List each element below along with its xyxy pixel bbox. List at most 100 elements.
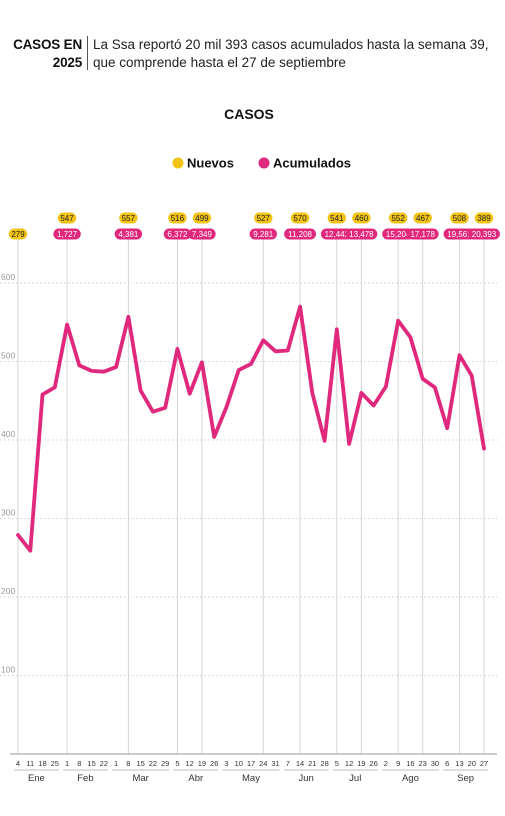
nuevos-label-23: 570 xyxy=(293,214,307,223)
xtick-label-20: 24 xyxy=(259,759,267,768)
data-point-38 xyxy=(482,447,486,451)
xtick-label-33: 23 xyxy=(419,759,427,768)
data-point-0 xyxy=(16,533,20,537)
xtick-label-31: 9 xyxy=(396,759,400,768)
data-point-27 xyxy=(347,442,351,446)
nuevos-pill-20 xyxy=(254,212,273,224)
xtick-label-15: 19 xyxy=(198,759,206,768)
data-point-5 xyxy=(77,364,81,367)
xtick-label-11: 22 xyxy=(149,759,157,768)
acumulados-label-4: 1,727 xyxy=(57,230,78,239)
acumulados-pill-9 xyxy=(114,228,143,240)
data-point-26 xyxy=(335,327,339,331)
data-point-4 xyxy=(65,323,69,327)
nuevos-pill-0 xyxy=(8,228,28,240)
acumulados-label-13: 6,372 xyxy=(167,230,188,239)
xtick-label-34: 30 xyxy=(431,759,439,768)
nuevos-pill-31 xyxy=(388,212,408,224)
data-point-11 xyxy=(151,410,155,414)
data-point-8 xyxy=(114,365,118,369)
data-point-9 xyxy=(126,315,130,319)
nuevos-pill-33 xyxy=(413,212,432,224)
month-label-abr: Abr xyxy=(188,773,203,784)
month-label-jul: Jul xyxy=(349,773,361,784)
data-point-33 xyxy=(421,377,425,381)
xtick-label-16: 26 xyxy=(210,759,218,768)
nuevos-pill-15 xyxy=(192,212,212,224)
nuevos-label-33: 467 xyxy=(416,214,430,223)
acumulados-pill-31 xyxy=(382,228,415,240)
ytick-label-500: 500 xyxy=(1,351,15,361)
xtick-label-22: 7 xyxy=(286,759,290,768)
xtick-label-4: 1 xyxy=(65,759,69,768)
ytick-label-600: 600 xyxy=(1,272,15,282)
data-point-32 xyxy=(409,335,412,339)
ytick-label-400: 400 xyxy=(1,429,15,439)
xtick-label-2: 18 xyxy=(38,759,46,768)
nuevos-pill-4 xyxy=(57,212,77,224)
nuevos-label-36: 508 xyxy=(453,214,467,223)
month-label-jun: Jun xyxy=(299,773,314,784)
xtick-label-5: 8 xyxy=(77,759,81,768)
nuevos-label-9: 557 xyxy=(122,214,136,223)
ytick-label-300: 300 xyxy=(1,508,15,518)
xtick-label-27: 12 xyxy=(345,759,353,768)
data-point-34 xyxy=(433,386,437,389)
xtick-label-37: 20 xyxy=(468,759,476,768)
header-label-line2: 2025 xyxy=(52,55,82,70)
header: CASOS EN 2025 La Ssa reportó 20 mil 393 … xyxy=(0,30,505,74)
acumulados-pill-36 xyxy=(443,228,476,240)
nuevos-pill-36 xyxy=(450,212,469,224)
acumulados-pill-33 xyxy=(406,228,439,240)
data-point-17 xyxy=(225,405,228,409)
data-point-23 xyxy=(298,305,302,308)
acumulados-label-28: 13,478 xyxy=(349,230,374,239)
acumulados-pill-38 xyxy=(468,228,500,240)
xtick-label-36: 13 xyxy=(455,759,463,768)
xtick-label-10: 15 xyxy=(136,759,144,768)
nuevos-pill-23 xyxy=(290,212,310,224)
ytick-label-100: 100 xyxy=(1,665,15,675)
data-point-19 xyxy=(249,362,253,366)
nuevos-label-0: 279 xyxy=(11,230,25,239)
data-point-12 xyxy=(163,406,167,410)
xtick-label-38: 27 xyxy=(480,759,488,768)
data-point-18 xyxy=(237,368,241,372)
month-label-sep: Sep xyxy=(457,773,474,784)
data-point-7 xyxy=(102,370,106,374)
data-point-14 xyxy=(188,392,192,396)
acumulados-label-26: 12,442 xyxy=(325,230,350,239)
nuevos-label-4: 547 xyxy=(60,214,74,223)
ytick-label-200: 200 xyxy=(1,586,15,596)
xtick-label-7: 22 xyxy=(100,759,108,768)
nuevos-label-20: 527 xyxy=(257,214,271,223)
xtick-label-19: 17 xyxy=(247,759,255,768)
xtick-label-21: 31 xyxy=(271,759,279,768)
annotation-stems xyxy=(17,238,485,754)
xtick-label-1: 11 xyxy=(26,759,34,768)
series-layer xyxy=(16,304,486,553)
header-divider xyxy=(87,36,88,70)
header-label-line1: CASOS EN xyxy=(13,37,82,52)
acumulados-pill-15 xyxy=(188,228,216,240)
nuevos-label-38: 389 xyxy=(477,214,491,223)
acumulados-label-15: 7,349 xyxy=(192,230,213,239)
data-point-24 xyxy=(310,391,314,395)
xtick-label-0: 4 xyxy=(16,759,20,768)
nuevos-label-28: 460 xyxy=(355,214,369,223)
acumulados-label-33: 17,178 xyxy=(410,230,435,239)
xtick-label-6: 15 xyxy=(87,759,95,768)
header-description: La Ssa reportó 20 mil 393 casos acumulad… xyxy=(93,37,489,70)
xtick-label-12: 29 xyxy=(161,759,169,768)
legend-label-1: Acumulados xyxy=(273,156,351,171)
xtick-label-35: 6 xyxy=(445,759,449,768)
xtick-label-26: 5 xyxy=(335,759,339,768)
data-point-25 xyxy=(323,439,326,443)
nuevos-pill-26 xyxy=(327,212,347,224)
xtick-label-17: 3 xyxy=(224,759,228,768)
xtick-label-30: 2 xyxy=(384,759,388,768)
acumulados-label-36: 19,561 xyxy=(447,230,472,239)
month-label-may: May xyxy=(242,773,260,784)
data-point-28 xyxy=(359,391,363,395)
